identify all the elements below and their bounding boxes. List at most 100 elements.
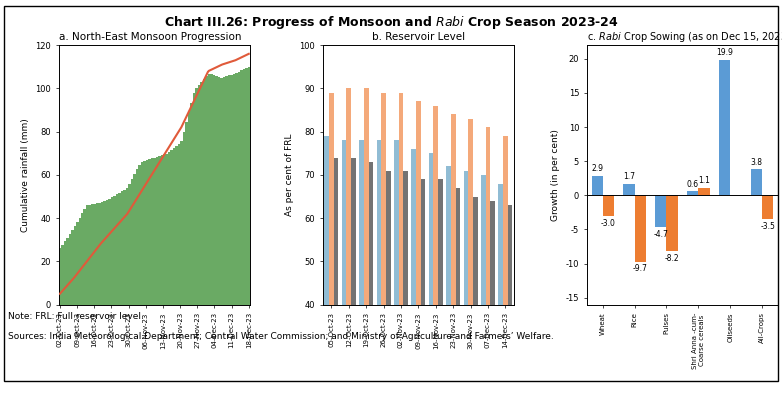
Bar [666, 195, 678, 252]
Bar [242, 69, 245, 305]
Bar [71, 230, 74, 305]
Bar [386, 171, 391, 393]
Text: Note: FRL: Full reservoir level.: Note: FRL: Full reservoir level. [8, 312, 144, 321]
Bar [210, 74, 213, 305]
Bar [603, 195, 614, 216]
Bar [138, 165, 141, 305]
Bar [411, 149, 416, 393]
Bar [359, 140, 364, 393]
Bar [634, 195, 646, 262]
Bar [151, 158, 153, 305]
Bar [175, 146, 178, 305]
Bar [248, 67, 250, 305]
Text: -8.2: -8.2 [665, 254, 680, 263]
Bar [93, 204, 96, 305]
Bar [762, 195, 773, 219]
Bar [74, 226, 76, 305]
Bar [221, 77, 223, 305]
Text: 0.6: 0.6 [687, 180, 699, 189]
Bar [156, 157, 158, 305]
Y-axis label: Growth (in per cent): Growth (in per cent) [551, 129, 560, 221]
Text: 1.7: 1.7 [623, 172, 635, 181]
Bar [217, 77, 221, 305]
Bar [141, 162, 143, 305]
Bar [66, 238, 69, 305]
Bar [342, 140, 346, 393]
Bar [168, 152, 170, 305]
Bar [148, 159, 151, 305]
Bar [325, 136, 329, 393]
Bar [687, 191, 698, 195]
Bar [84, 209, 86, 305]
Bar [196, 88, 198, 305]
Bar [438, 179, 443, 393]
Bar [113, 196, 116, 305]
Bar [223, 77, 225, 305]
Bar [163, 154, 166, 305]
Bar [178, 144, 181, 305]
Bar [190, 103, 193, 305]
Bar [185, 122, 188, 305]
Text: -4.7: -4.7 [654, 230, 669, 239]
Bar [468, 119, 473, 393]
Text: Sources: India Meteorological Department; Central Water Commission; and Ministry: Sources: India Meteorological Department… [8, 332, 554, 341]
Bar [81, 213, 84, 305]
Bar [59, 248, 61, 305]
Bar [240, 70, 242, 305]
Bar [188, 112, 190, 305]
Bar [464, 171, 468, 393]
Text: 3.8: 3.8 [751, 158, 762, 167]
Bar [103, 201, 106, 305]
Bar [225, 76, 228, 305]
Bar [170, 150, 173, 305]
Bar [124, 190, 126, 305]
Bar [76, 222, 78, 305]
Bar [351, 158, 356, 393]
Bar [421, 179, 425, 393]
Bar [433, 106, 438, 393]
Bar [181, 141, 183, 305]
Bar [698, 188, 709, 195]
Y-axis label: Cumulative rainfall (mm): Cumulative rainfall (mm) [20, 118, 30, 232]
Bar [591, 176, 603, 195]
Bar [118, 193, 120, 305]
Bar [111, 197, 113, 305]
Bar [382, 93, 386, 393]
Bar [158, 156, 160, 305]
Bar [498, 184, 503, 393]
Bar [377, 140, 382, 393]
Bar [455, 188, 460, 393]
Bar [215, 76, 217, 305]
Bar [128, 184, 131, 305]
Bar [63, 241, 66, 305]
Bar [153, 158, 156, 305]
Bar [109, 198, 111, 305]
Bar [228, 75, 230, 305]
Bar [116, 195, 118, 305]
Bar [329, 93, 334, 393]
Bar [446, 166, 450, 393]
Y-axis label: As per cent of FRL: As per cent of FRL [285, 134, 294, 216]
Bar [205, 75, 208, 305]
Bar [473, 196, 478, 393]
Bar [481, 175, 486, 393]
Bar [200, 82, 203, 305]
Bar [203, 79, 205, 305]
Bar [193, 93, 196, 305]
Bar [368, 162, 373, 393]
Bar [106, 200, 109, 305]
Bar [96, 204, 99, 305]
Bar [719, 59, 730, 195]
Bar [183, 132, 185, 305]
Bar [166, 154, 168, 305]
Bar [126, 188, 128, 305]
Bar [101, 202, 103, 305]
Bar [503, 136, 508, 393]
Bar [120, 191, 124, 305]
Bar [86, 205, 88, 305]
Text: -3.0: -3.0 [601, 219, 615, 228]
Bar [91, 204, 93, 305]
Bar [131, 179, 133, 305]
Bar [346, 88, 351, 393]
Bar [136, 169, 138, 305]
